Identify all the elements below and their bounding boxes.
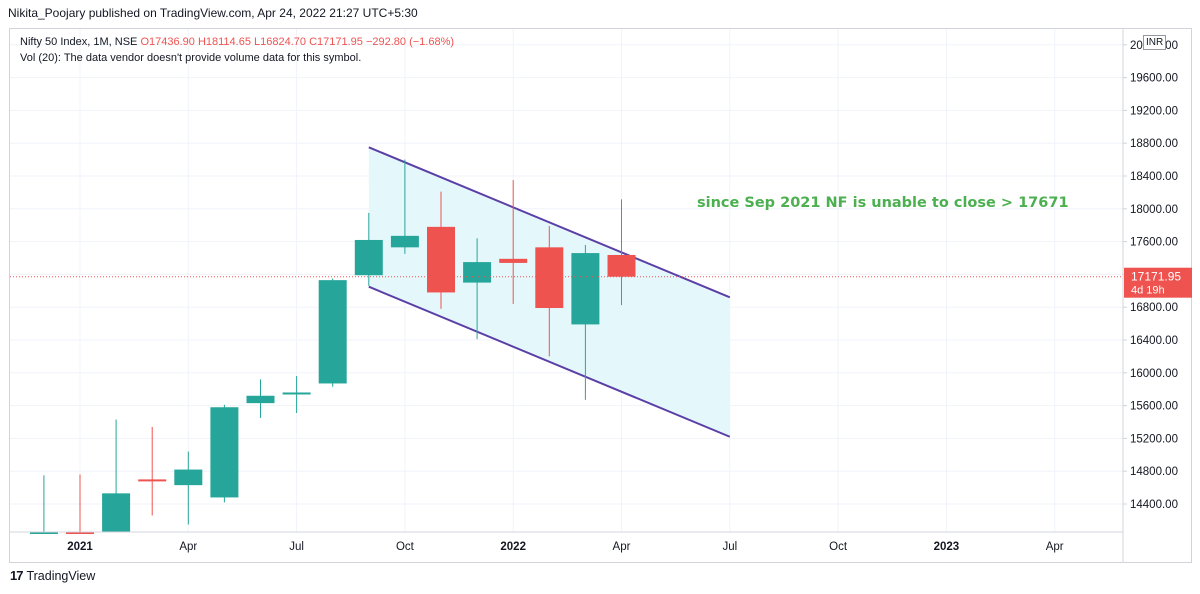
y-tick-label: 19200.00 [1130,105,1178,117]
candles [29,159,636,534]
candle [390,159,419,254]
y-tick-label: 15200.00 [1130,433,1178,445]
y-tick-label: 19600.00 [1130,73,1178,85]
candle [463,238,492,340]
symbol-name: Nifty 50 Index, 1M, NSE [20,36,138,48]
y-tick-label: 16000.00 [1130,368,1178,380]
last-price-label: 17171.95 4d 19h [1124,267,1192,298]
x-tick-label: Jul [722,541,737,553]
x-tick-label: Oct [829,541,848,553]
candle-body [463,262,492,283]
candle-body [571,253,600,325]
currency-badge[interactable]: INR [1143,35,1167,50]
annotation-text: since Sep 2021 NF is unable to close > 1… [697,195,1069,211]
channel-upper-line [368,146,731,299]
candle [29,475,58,534]
x-tick-label: Jul [289,541,304,553]
candle-body [102,493,131,532]
candle-body [427,226,455,293]
candle-body [210,407,239,498]
candle-body [354,239,383,276]
x-tick-label: 2021 [67,541,93,553]
candle-body [499,258,528,263]
countdown-value: 4d 19h [1131,285,1165,297]
y-tick-label: 14800.00 [1130,466,1178,478]
y-tick-label: 16800.00 [1130,302,1178,314]
candle [174,451,203,525]
candle-body [535,247,564,309]
candle-body [390,235,419,248]
x-tick-label: Apr [179,541,197,553]
candle-body [29,532,58,534]
candle [138,426,167,516]
last-price-value: 17171.95 [1131,270,1181,284]
candle-body [138,479,167,482]
candle [66,474,94,534]
candle [571,244,600,400]
candle-body [174,469,203,486]
channel-lower-line [368,285,731,438]
candle-body [246,395,275,404]
x-tick-label: 2023 [934,541,960,553]
candle [535,226,564,357]
candle [282,376,311,413]
tradingview-logo-icon: 17 [10,568,24,583]
candle-body [282,392,311,395]
candle [427,191,455,309]
footer-brand[interactable]: 17 TradingView [10,568,95,583]
y-tick-label: 18000.00 [1130,204,1178,216]
y-tick-label: 14400.00 [1130,499,1178,511]
candle-body [318,280,347,384]
candle-body [66,532,94,534]
candle [318,278,347,387]
y-tick-label: 17600.00 [1130,237,1178,249]
volume-note: Vol (20): The data vendor doesn't provid… [20,52,362,64]
grid-lines [10,29,1123,532]
y-tick-label: 18400.00 [1130,171,1178,183]
candlestick-chart[interactable]: since Sep 2021 NF is unable to close > 1… [10,29,1192,563]
symbol-legend: Nifty 50 Index, 1M, NSE O17436.90 H18114… [20,36,454,48]
ohlc-values: O17436.90 H18114.65 L16824.70 C17171.95 … [140,36,455,48]
x-tick-label: Apr [1046,541,1064,553]
candle-body [607,254,636,277]
publisher-header: Nikita_Poojary published on TradingView.… [8,6,418,20]
y-tick-label: 15600.00 [1130,401,1178,413]
candle [354,212,383,286]
candle [102,419,131,532]
brand-name: TradingView [26,568,96,583]
y-tick-label: 16400.00 [1130,335,1178,347]
x-tick-label: 2022 [500,541,526,553]
time-axis: 2021 Apr Jul Oct 2022 Apr Jul Oct 2023 Apr [67,541,1064,553]
x-tick-label: Apr [613,541,631,553]
candle [210,404,239,503]
x-tick-label: Oct [396,541,415,553]
candle [246,379,275,418]
candle [499,180,528,304]
y-tick-label: 18800.00 [1130,138,1178,150]
candle [607,199,636,306]
